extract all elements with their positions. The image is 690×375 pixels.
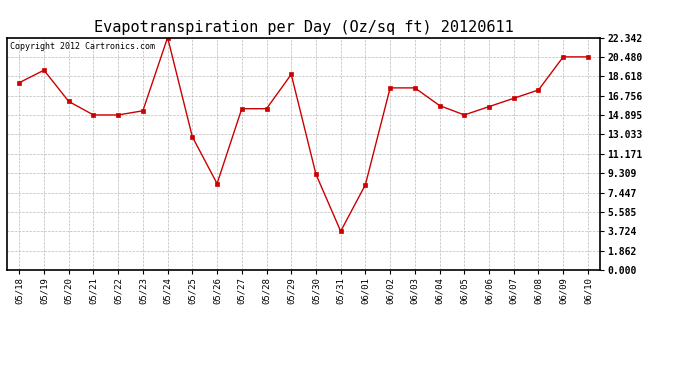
Title: Evapotranspiration per Day (Oz/sq ft) 20120611: Evapotranspiration per Day (Oz/sq ft) 20…: [94, 20, 513, 35]
Text: Copyright 2012 Cartronics.com: Copyright 2012 Cartronics.com: [10, 42, 155, 51]
